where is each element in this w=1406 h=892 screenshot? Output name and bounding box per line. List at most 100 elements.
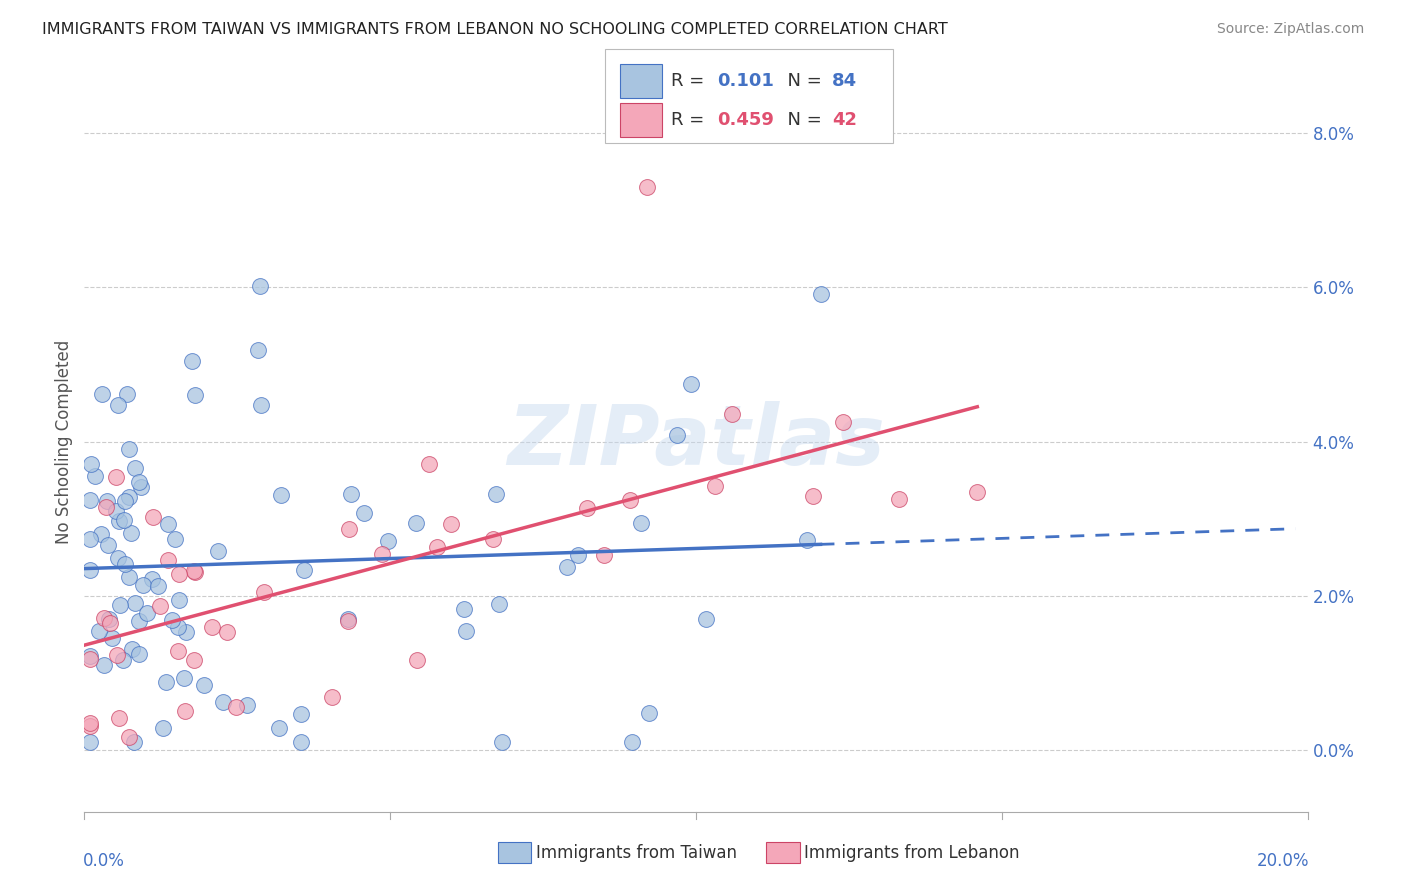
Point xyxy=(630,516,652,530)
Text: N =: N = xyxy=(776,111,828,128)
Point xyxy=(107,551,129,566)
Point xyxy=(90,527,112,541)
Point xyxy=(704,479,727,493)
Text: R =: R = xyxy=(671,71,710,89)
Point xyxy=(576,501,599,516)
Point xyxy=(120,526,142,541)
Point xyxy=(488,597,510,611)
Point xyxy=(104,470,127,484)
Point xyxy=(485,487,508,501)
Point xyxy=(174,624,197,639)
Point xyxy=(87,624,110,638)
Point xyxy=(166,620,188,634)
Text: 0.459: 0.459 xyxy=(717,111,773,128)
Point xyxy=(620,735,643,749)
Point xyxy=(97,538,120,552)
Point xyxy=(796,533,818,548)
Point xyxy=(353,506,375,520)
Point xyxy=(810,286,832,301)
Point xyxy=(267,721,290,735)
Text: 20.0%: 20.0% xyxy=(1257,853,1309,871)
Point xyxy=(91,386,114,401)
Point xyxy=(217,624,239,639)
Text: 0.101: 0.101 xyxy=(717,71,773,89)
Point xyxy=(93,658,115,673)
Point xyxy=(270,488,292,502)
Point xyxy=(418,457,440,471)
Point xyxy=(105,504,128,518)
Point xyxy=(93,611,115,625)
Point xyxy=(114,494,136,508)
Point xyxy=(105,648,128,662)
Point xyxy=(79,716,101,731)
Point xyxy=(294,563,316,577)
Point xyxy=(114,557,136,571)
Point xyxy=(141,572,163,586)
Point xyxy=(405,653,427,667)
Point xyxy=(249,398,271,412)
Point xyxy=(160,613,183,627)
Point xyxy=(555,560,578,574)
Point xyxy=(121,642,143,657)
Point xyxy=(101,631,124,645)
Point xyxy=(117,442,139,457)
Point xyxy=(132,578,155,592)
Point xyxy=(94,500,117,515)
Point xyxy=(142,510,165,524)
Point xyxy=(100,616,122,631)
Point xyxy=(236,698,259,713)
Point xyxy=(720,407,742,421)
Point xyxy=(456,624,478,638)
Point xyxy=(426,541,449,555)
Point xyxy=(156,553,179,567)
Point xyxy=(173,671,195,685)
Point xyxy=(122,735,145,749)
Point xyxy=(339,522,361,536)
Point xyxy=(165,533,187,547)
Point xyxy=(112,513,135,527)
Point xyxy=(79,493,101,508)
Point xyxy=(337,612,360,626)
Point xyxy=(370,547,392,561)
Point xyxy=(184,388,207,402)
Point xyxy=(207,543,229,558)
Point xyxy=(801,489,824,503)
Point xyxy=(167,644,190,658)
Point xyxy=(107,514,129,528)
Point xyxy=(124,461,146,475)
Text: Immigrants from Taiwan: Immigrants from Taiwan xyxy=(536,844,737,862)
Text: Source: ZipAtlas.com: Source: ZipAtlas.com xyxy=(1216,22,1364,37)
Point xyxy=(225,699,247,714)
Point xyxy=(128,614,150,628)
Point xyxy=(156,516,179,531)
Y-axis label: No Schooling Completed: No Schooling Completed xyxy=(55,340,73,543)
Point xyxy=(567,548,589,562)
Point xyxy=(79,719,101,733)
Point xyxy=(107,711,129,725)
Point xyxy=(79,532,101,546)
Point xyxy=(832,415,855,429)
Point xyxy=(290,707,312,722)
Point xyxy=(128,648,150,662)
Text: Immigrants from Lebanon: Immigrants from Lebanon xyxy=(804,844,1019,862)
Point xyxy=(96,494,118,508)
Text: N =: N = xyxy=(776,71,828,89)
Point xyxy=(135,606,157,620)
Point xyxy=(167,566,190,581)
Point xyxy=(290,735,312,749)
Point xyxy=(115,387,138,401)
Point xyxy=(193,678,215,692)
Point xyxy=(152,721,174,735)
Point xyxy=(79,649,101,664)
Point xyxy=(337,614,360,628)
Point xyxy=(183,564,205,578)
Text: 84: 84 xyxy=(832,71,858,89)
Point xyxy=(79,735,101,749)
Point xyxy=(98,611,121,625)
Point xyxy=(619,493,641,508)
Point xyxy=(112,653,135,667)
Point xyxy=(155,675,177,690)
Point xyxy=(183,565,205,579)
Point xyxy=(321,690,343,704)
Point xyxy=(247,343,270,357)
